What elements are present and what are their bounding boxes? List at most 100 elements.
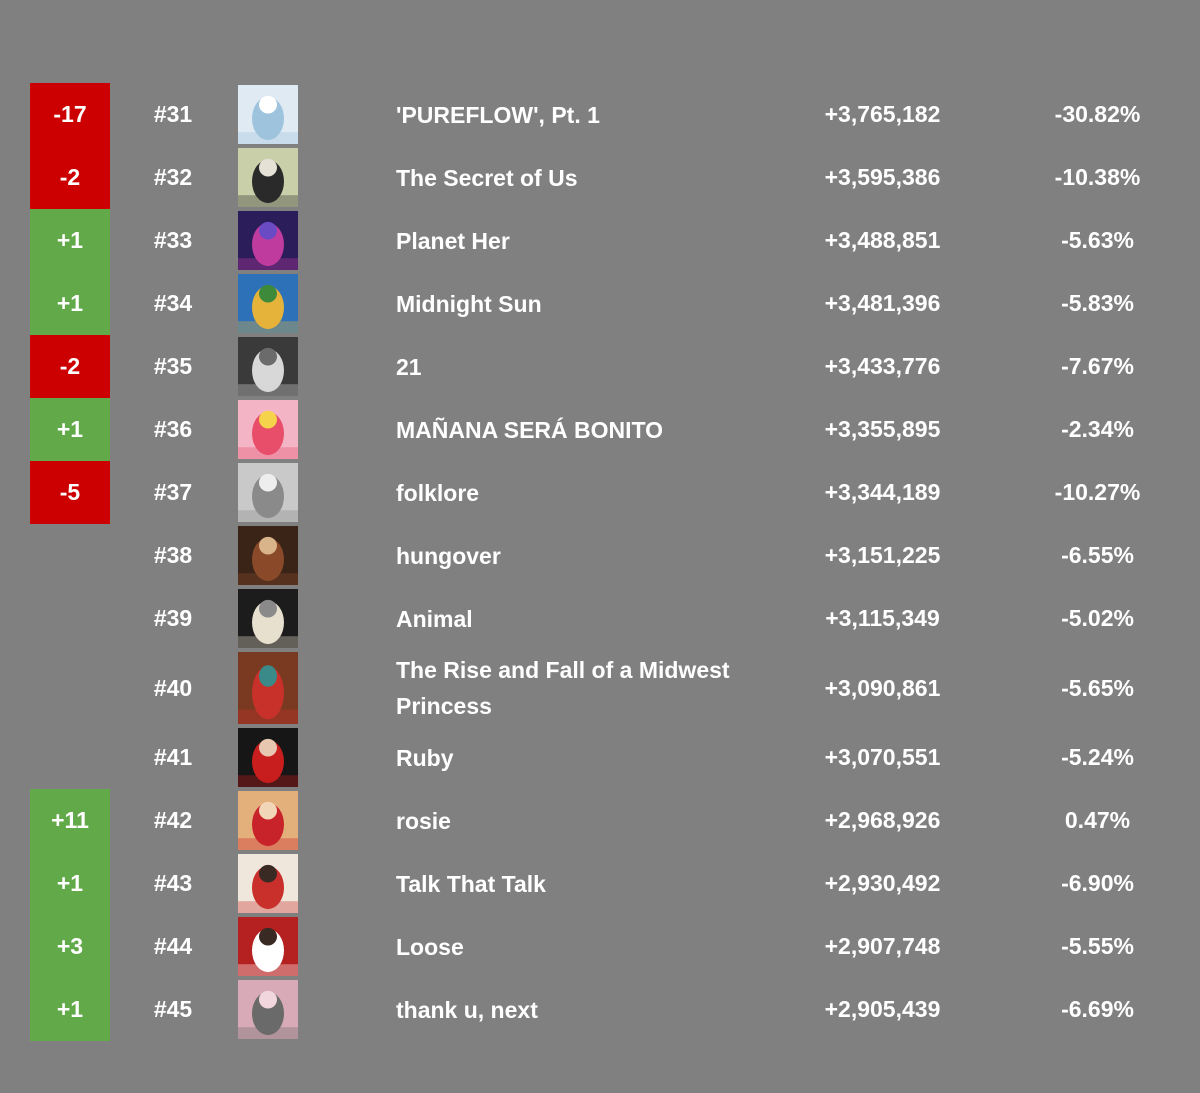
daily-streams: +2,930,492 <box>824 870 941 896</box>
percent-change: -5.65% <box>1061 674 1134 701</box>
percent-change: -7.67% <box>1061 353 1134 379</box>
daily-streams: +3,115,349 <box>825 605 940 631</box>
album-cover-image <box>238 728 298 787</box>
percent-change: -10.38% <box>1054 164 1141 190</box>
album-cover-image <box>238 463 298 522</box>
percent-change: -5.24% <box>1061 744 1134 770</box>
position-change-badge: +11 <box>30 789 110 852</box>
table-row: #38 hungover +3,151,225 -6.55% <box>0 524 1200 587</box>
percent-change: -6.69% <box>1061 996 1134 1022</box>
rank: #45 <box>153 996 193 1022</box>
daily-streams: +3,151,225 <box>824 542 941 568</box>
rank: #39 <box>153 605 193 631</box>
table-row: +11 #42 rosie +2,968,926 0.47% <box>0 789 1200 852</box>
table-row: +3 #44 Loose +2,907,748 -5.55% <box>0 915 1200 978</box>
album-title: folklore <box>396 479 480 506</box>
daily-streams: +3,488,851 <box>824 227 941 253</box>
table-row: +1 #36 MAÑANA SERÁ BONITO +3,355,895 -2.34% <box>0 398 1200 461</box>
position-change-badge: +3 <box>30 915 110 978</box>
album-cover-image <box>238 652 298 724</box>
position-change-badge: -2 <box>30 335 110 398</box>
percent-change: -5.02% <box>1061 605 1134 631</box>
position-change-badge <box>30 726 110 789</box>
album-cover-image <box>238 917 298 976</box>
daily-streams: +3,433,776 <box>824 353 941 379</box>
table-row: +1 #43 Talk That Talk +2,930,492 -6.90% <box>0 852 1200 915</box>
album-title: 21 <box>396 353 422 380</box>
rank: #31 <box>153 101 193 127</box>
album-title: Ruby <box>396 744 454 771</box>
percent-change: -6.55% <box>1061 542 1134 568</box>
album-title: rosie <box>396 807 451 834</box>
daily-streams: +3,090,861 <box>824 674 941 701</box>
rank: #38 <box>153 542 193 568</box>
daily-streams: +2,905,439 <box>824 996 941 1022</box>
daily-streams: +3,070,551 <box>824 744 941 770</box>
album-cover-image <box>238 211 298 270</box>
album-title: The Rise and Fall of a Midwest Princess <box>396 657 730 719</box>
position-change-badge: +1 <box>30 209 110 272</box>
daily-streams: +3,765,182 <box>824 101 941 127</box>
position-change-badge: +1 <box>30 852 110 915</box>
album-chart: -17 #31 'PUREFLOW', Pt. 1 +3,765,182 -30.82%… <box>0 83 1200 1041</box>
chart-rows: -17 #31 'PUREFLOW', Pt. 1 +3,765,182 -30.82%… <box>0 83 1200 1041</box>
rank: #37 <box>153 479 193 505</box>
table-row: +1 #45 thank u, next +2,905,439 -6.69% <box>0 978 1200 1041</box>
percent-change: -5.63% <box>1061 227 1134 253</box>
table-row: +1 #34 Midnight Sun +3,481,396 -5.83% <box>0 272 1200 335</box>
position-change-badge <box>30 650 110 726</box>
position-change-badge: +1 <box>30 398 110 461</box>
rank: #43 <box>153 870 193 896</box>
album-title: Loose <box>396 933 464 960</box>
position-change-badge <box>30 524 110 587</box>
album-cover-image <box>238 526 298 585</box>
percent-change: -5.55% <box>1061 933 1134 959</box>
album-cover-image <box>238 337 298 396</box>
table-row: #40 The Rise and Fall of a Midwest Prince… <box>0 650 1200 726</box>
daily-streams: +3,355,895 <box>824 416 941 442</box>
rank: #41 <box>153 744 193 770</box>
position-change-badge <box>30 587 110 650</box>
daily-streams: +3,481,396 <box>824 290 941 316</box>
percent-change: -10.27% <box>1054 479 1141 505</box>
position-change-badge: +1 <box>30 978 110 1041</box>
table-row: +1 #33 Planet Her +3,488,851 -5.63% <box>0 209 1200 272</box>
album-cover-image <box>238 274 298 333</box>
album-cover-image <box>238 980 298 1039</box>
album-cover-image <box>238 148 298 207</box>
daily-streams: +2,968,926 <box>824 807 941 833</box>
table-row: -2 #32 The Secret of Us +3,595,386 -10.38% <box>0 146 1200 209</box>
rank: #33 <box>153 227 193 253</box>
rank: #36 <box>153 416 193 442</box>
album-cover-image <box>238 854 298 913</box>
album-cover-image <box>238 85 298 144</box>
album-title: Planet Her <box>396 227 510 254</box>
position-change-badge: -2 <box>30 146 110 209</box>
daily-streams: +2,907,748 <box>824 933 941 959</box>
table-row: #39 Animal +3,115,349 -5.02% <box>0 587 1200 650</box>
album-title: thank u, next <box>396 996 538 1023</box>
percent-change: -2.34% <box>1061 416 1134 442</box>
table-row: -2 #35 21 +3,433,776 -7.67% <box>0 335 1200 398</box>
table-row: #41 Ruby +3,070,551 -5.24% <box>0 726 1200 789</box>
rank: #34 <box>153 290 193 316</box>
album-title: Midnight Sun <box>396 290 542 317</box>
album-title: 'PUREFLOW', Pt. 1 <box>396 101 600 128</box>
rank: #35 <box>153 353 193 379</box>
album-title: MAÑANA SERÁ BONITO <box>396 416 664 443</box>
percent-change: 0.47% <box>1064 807 1131 833</box>
album-cover-image <box>238 791 298 850</box>
rank: #44 <box>153 933 193 959</box>
album-title: hungover <box>396 542 501 569</box>
table-row: -17 #31 'PUREFLOW', Pt. 1 +3,765,182 -30.82% <box>0 83 1200 146</box>
percent-change: -30.82% <box>1054 101 1141 127</box>
album-cover-image <box>238 589 298 648</box>
percent-change: -5.83% <box>1061 290 1134 316</box>
rank: #40 <box>153 674 193 701</box>
album-title: Animal <box>396 605 473 632</box>
table-row: -5 #37 folklore +3,344,189 -10.27% <box>0 461 1200 524</box>
percent-change: -6.90% <box>1061 870 1134 896</box>
position-change-badge: -17 <box>30 83 110 146</box>
position-change-badge: -5 <box>30 461 110 524</box>
rank: #32 <box>153 164 193 190</box>
